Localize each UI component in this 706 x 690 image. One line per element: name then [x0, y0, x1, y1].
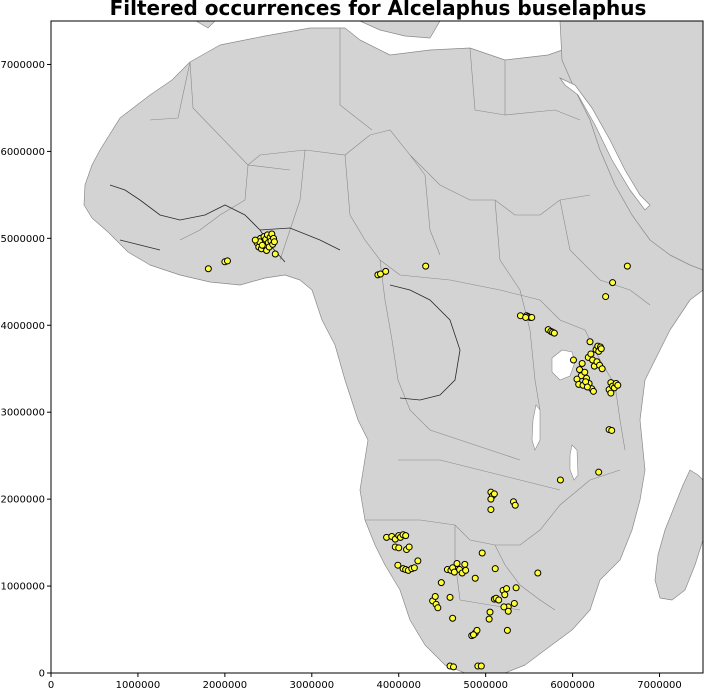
occurrence-point [382, 267, 390, 275]
occurrence-points [204, 230, 631, 671]
occurrence-point [450, 663, 458, 671]
occurrence-point [556, 476, 564, 484]
x-tick-label: 5000000 [463, 680, 508, 690]
occurrence-point [598, 365, 606, 373]
occurrence-point [485, 615, 493, 623]
occurrence-point [589, 387, 597, 395]
occurrence-point [271, 250, 279, 258]
x-tick-label: 7000000 [637, 680, 682, 690]
occurrence-point [510, 599, 518, 607]
occurrence-point [500, 603, 508, 611]
occurrence-point [471, 574, 479, 582]
red-sea [558, 77, 651, 211]
y-tick-label: 0 [39, 669, 45, 680]
y-tick-label: 3000000 [0, 408, 45, 419]
y-tick-label: 7000000 [0, 60, 45, 71]
occurrence-point [578, 360, 586, 368]
occurrence-point [614, 381, 622, 389]
occurrence-point [550, 329, 558, 337]
occurrence-point [453, 559, 461, 567]
occurrence-point [586, 338, 594, 346]
x-axis: 0 1000000 2000000 3000000 4000000 5000000 6000… [48, 673, 682, 690]
x-tick-label: 0 [48, 680, 54, 690]
occurrence-point [434, 604, 442, 612]
europe-landmass [359, 21, 441, 39]
occurrence-point [491, 565, 499, 573]
mediterranean-island [195, 21, 216, 29]
map-title: Filtered occurrences for Alcelaphus buse… [110, 0, 647, 20]
y-tick-label: 4000000 [0, 321, 45, 332]
occurrence-point [204, 265, 212, 273]
occurrence-point [490, 490, 498, 498]
occurrence-point [462, 566, 470, 574]
occurrence-point [258, 241, 266, 249]
occurrence-point [512, 584, 520, 592]
y-tick-label: 6000000 [0, 147, 45, 158]
occurrence-point [431, 592, 439, 600]
x-tick-label: 6000000 [550, 680, 595, 690]
occurrence-point [534, 569, 542, 577]
occurrence-point [410, 564, 418, 572]
x-tick-label: 4000000 [376, 680, 421, 690]
plot-frame [50, 20, 704, 674]
occurrence-point [504, 607, 512, 615]
country-borders [149, 28, 651, 611]
occurrence-point [581, 368, 589, 376]
y-tick-label: 1000000 [0, 582, 45, 593]
occurrence-point [528, 313, 536, 321]
y-tick-label: 2000000 [0, 495, 45, 506]
occurrence-point [608, 426, 616, 434]
occurrence-point [477, 662, 485, 670]
y-tick-label: 5000000 [0, 234, 45, 245]
basemap [83, 21, 703, 673]
occurrence-point [583, 383, 591, 391]
occurrence-point [405, 543, 413, 551]
occurrence-point [602, 293, 610, 301]
occurrence-point [251, 236, 259, 244]
congo-river [389, 284, 461, 401]
occurrence-point [223, 257, 231, 265]
occurrence-point [595, 468, 603, 476]
occurrence-point [587, 350, 595, 358]
y-axis: 0 1000000 2000000 3000000 4000000 5000000 6000… [0, 60, 51, 680]
occurrence-point [503, 626, 511, 634]
occurrence-point [422, 262, 430, 270]
occurrence-point [449, 614, 457, 622]
occurrence-point [446, 593, 454, 601]
occurrence-point [609, 279, 617, 287]
occurrence-point [478, 549, 486, 557]
occurrence-point [469, 631, 477, 639]
x-tick-label: 1000000 [116, 680, 161, 690]
lake-malawi [569, 444, 579, 481]
madagascar [654, 469, 703, 601]
occurrence-point [511, 501, 519, 509]
occurrence-point [501, 591, 509, 599]
occurrence-point [402, 532, 410, 540]
occurrence-point [487, 506, 495, 514]
occurrence-point [495, 596, 503, 604]
occurrence-point [394, 561, 402, 569]
occurrence-point [597, 345, 605, 353]
occurrence-point [486, 608, 494, 616]
occurrence-point [522, 313, 530, 321]
occurrence-point [503, 585, 511, 593]
occurrence-point [569, 356, 577, 364]
occurrence-point [607, 389, 615, 397]
occurrence-point [437, 579, 445, 587]
occurrence-point [487, 495, 495, 503]
occurrence-point [623, 262, 631, 270]
occurrence-point [395, 544, 403, 552]
occurrence-point [461, 560, 469, 568]
lake-victoria [551, 349, 576, 381]
occurrence-point [270, 238, 278, 246]
x-tick-label: 2000000 [203, 680, 248, 690]
x-tick-label: 3000000 [290, 680, 335, 690]
west-africa-rivers [119, 227, 341, 251]
occurrence-point [414, 557, 422, 565]
